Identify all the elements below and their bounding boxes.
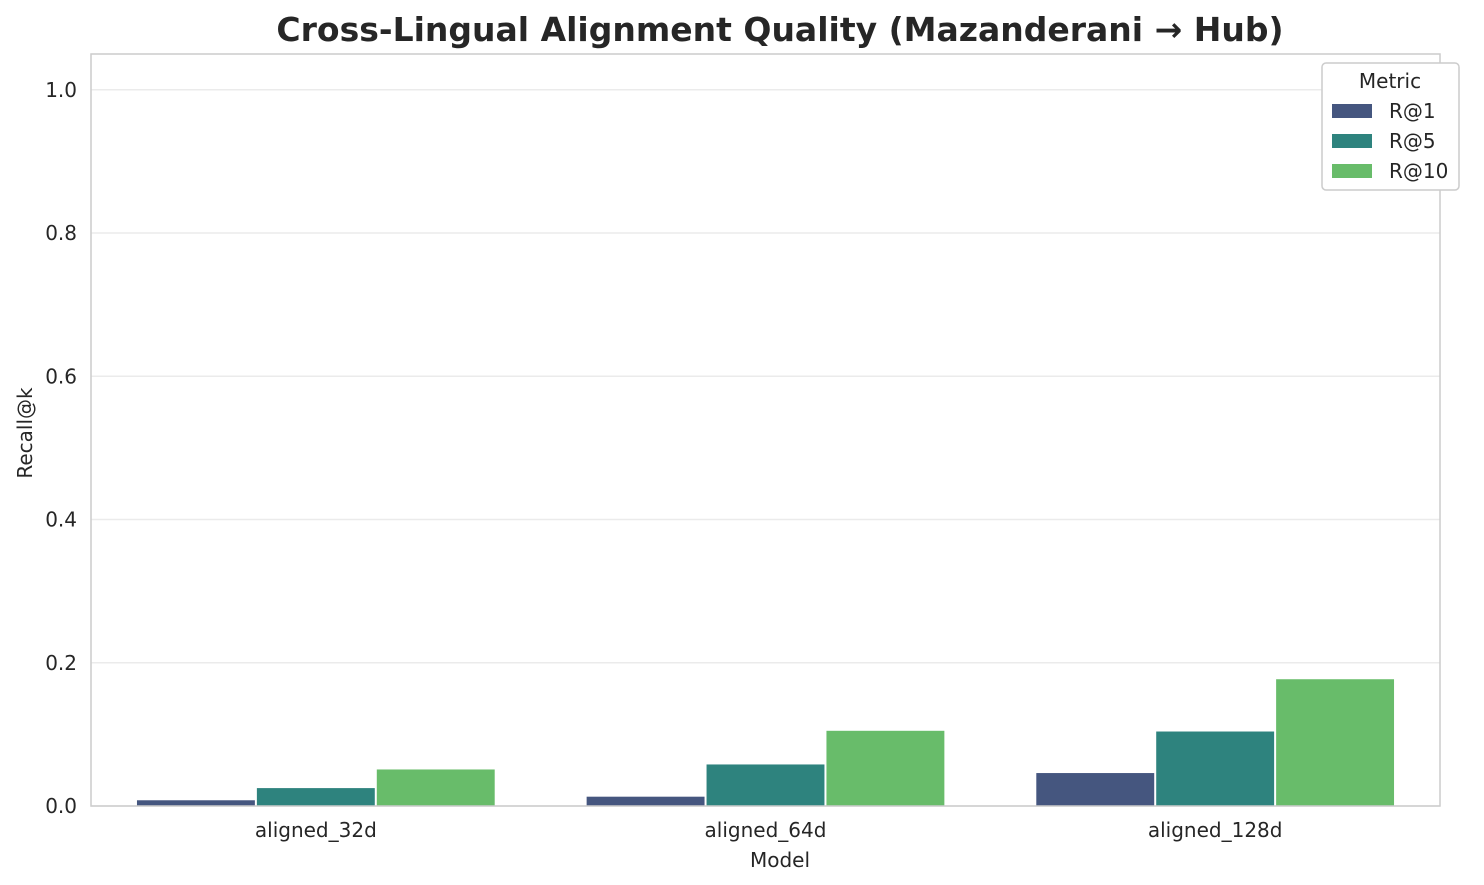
y-tick-label: 1.0	[45, 78, 77, 102]
x-axis-ticks: aligned_32d aligned_64d aligned_128d	[255, 818, 1283, 842]
y-axis-label: Recall@k	[13, 387, 37, 479]
bar-R@1-aligned_64d	[586, 796, 705, 806]
legend: Metric R@1 R@5 R@10	[1321, 62, 1460, 191]
legend-swatch-R@5	[1332, 134, 1372, 148]
grid-lines	[91, 89, 1440, 807]
bars	[136, 679, 1395, 806]
plot-frame	[90, 53, 1441, 807]
y-tick-label: 0.8	[45, 221, 77, 245]
bar-R@1-aligned_32d	[136, 800, 255, 806]
legend-label: R@5	[1389, 129, 1436, 153]
bar-R@10-aligned_64d	[826, 730, 945, 806]
bar-R@5-aligned_32d	[256, 788, 375, 806]
bar-R@10-aligned_128d	[1276, 679, 1395, 806]
legend-swatch-R@10	[1332, 164, 1372, 178]
bar-R@1-aligned_128d	[1036, 773, 1155, 806]
x-tick-label: aligned_128d	[1148, 818, 1283, 842]
chart-title: Cross-Lingual Alignment Quality (Mazande…	[276, 10, 1283, 49]
x-axis-label: Model	[750, 848, 810, 872]
bar-R@5-aligned_128d	[1156, 731, 1275, 806]
bar-R@5-aligned_64d	[706, 764, 825, 806]
y-tick-label: 0.4	[45, 508, 77, 532]
legend-title: Metric	[1359, 69, 1421, 93]
y-tick-label: 0.6	[45, 364, 77, 388]
y-tick-label: 0.2	[45, 651, 77, 675]
legend-swatch-R@1	[1332, 104, 1372, 118]
x-tick-label: aligned_32d	[255, 818, 377, 842]
legend-label: R@10	[1389, 159, 1448, 183]
bar-R@10-aligned_32d	[376, 769, 495, 806]
y-tick-label: 0.0	[45, 794, 77, 818]
y-axis-ticks: 0.0 0.2 0.4 0.6 0.8 1.0	[45, 78, 77, 818]
x-tick-label: aligned_64d	[705, 818, 827, 842]
legend-box	[1321, 62, 1460, 191]
legend-label: R@1	[1389, 99, 1436, 123]
